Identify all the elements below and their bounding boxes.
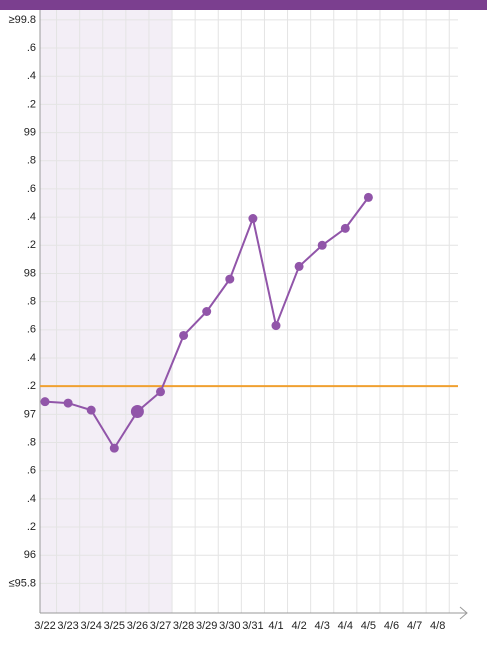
y-tick-label: .8 [27, 436, 36, 448]
data-point [40, 397, 50, 407]
x-tick-label: 4/4 [338, 620, 353, 632]
y-tick-label: ≤95.8 [9, 577, 36, 589]
x-axis-arrow [459, 606, 468, 620]
data-point [179, 330, 189, 340]
y-tick-label: 97 [24, 408, 36, 420]
y-tick-label: .6 [27, 324, 36, 336]
x-tick-label: 3/30 [219, 620, 240, 632]
data-point [109, 443, 119, 453]
x-tick-label: 3/23 [57, 620, 78, 632]
y-tick-label: .6 [27, 183, 36, 195]
data-point [202, 307, 212, 316]
y-tick-label: .2 [27, 98, 36, 110]
y-tick-label: 98 [24, 267, 36, 279]
data-point [248, 214, 258, 224]
data-point [317, 240, 327, 250]
y-tick-label: .4 [27, 70, 36, 82]
x-tick-label: 4/3 [315, 620, 330, 632]
y-tick-label: .8 [27, 155, 36, 167]
y-tick-label: .6 [27, 465, 36, 477]
y-tick-label: .2 [27, 239, 36, 251]
y-tick-label: .4 [27, 211, 36, 223]
x-tick-label: 3/25 [104, 620, 125, 632]
data-point [130, 405, 144, 419]
data-point [294, 261, 304, 271]
data-point [340, 223, 350, 233]
x-tick-label: 4/2 [291, 620, 306, 632]
data-point [363, 192, 373, 202]
data-point [271, 321, 281, 331]
y-tick-label: .8 [27, 296, 36, 308]
x-tick-label: 4/8 [430, 620, 445, 632]
x-tick-label: 3/22 [34, 620, 55, 632]
shaded-range [40, 10, 173, 613]
y-tick-label: .2 [27, 521, 36, 533]
x-tick-label: 4/7 [407, 620, 422, 632]
x-tick-label: 4/1 [268, 620, 283, 632]
x-tick-label: 4/6 [384, 620, 399, 632]
y-tick-label: .4 [27, 493, 36, 505]
data-point [156, 387, 165, 397]
data-point [86, 405, 96, 415]
x-tick-label: 3/29 [196, 620, 217, 632]
data-point [225, 274, 235, 284]
x-tick-label: 3/27 [150, 620, 171, 632]
x-tick-label: 3/31 [242, 620, 263, 632]
top-bar [0, 0, 487, 10]
x-tick-label: 4/5 [361, 620, 376, 632]
data-point [63, 398, 73, 408]
y-tick-label: .6 [27, 42, 36, 54]
y-tick-label: ≥99.8 [9, 14, 36, 26]
x-tick-label: 3/28 [173, 620, 194, 632]
y-tick-label: .4 [27, 352, 36, 364]
x-tick-label: 3/24 [80, 620, 101, 632]
y-tick-label: .2 [27, 380, 36, 392]
x-tick-label: 3/26 [127, 620, 148, 632]
y-tick-label: 96 [24, 549, 36, 561]
y-tick-label: 99 [24, 126, 36, 138]
